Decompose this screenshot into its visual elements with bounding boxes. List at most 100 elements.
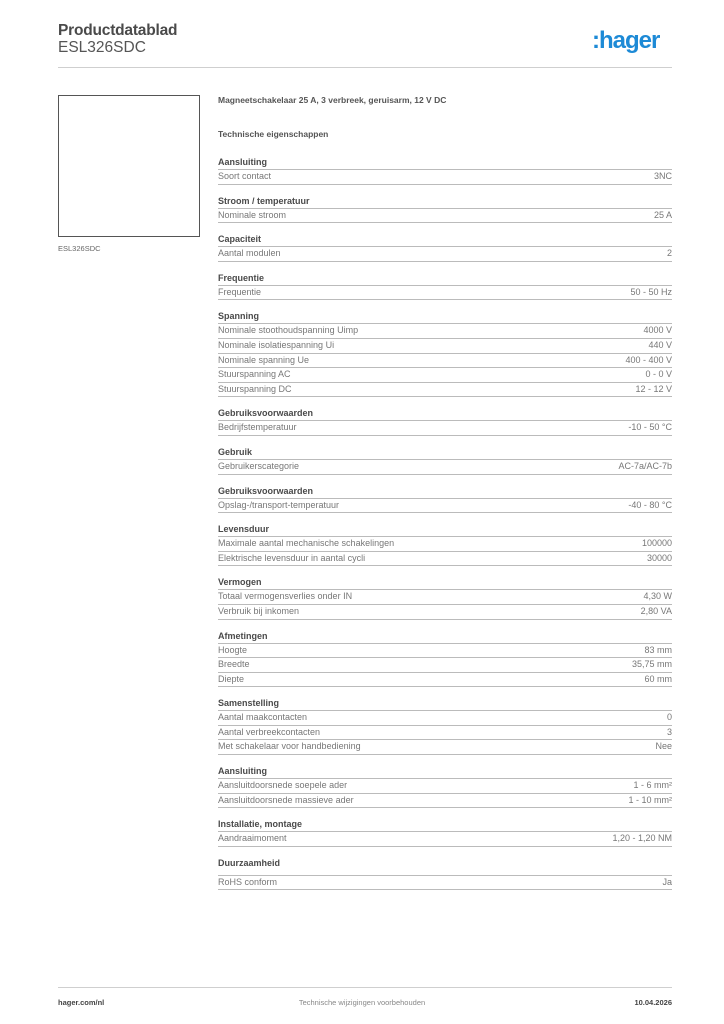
spec-label: Bedrijfstemperatuur	[218, 422, 297, 433]
spec-value: 100000	[641, 538, 672, 549]
spec-value: 50 - 50 Hz	[630, 286, 672, 297]
spec-label: Met schakelaar voor handbediening	[218, 741, 361, 752]
spec-row: Aantal maakcontacten 0	[218, 711, 672, 726]
spec-value: 3NC	[653, 171, 672, 181]
spec-label: Frequentie	[218, 286, 262, 297]
spec-row: Aansluitdoorsnede soepele ader 1 - 6 mm²	[218, 779, 672, 794]
spec-row: Opslag-/transport-temperatuur -40 - 80 °C	[218, 499, 672, 514]
spec-section: Samenstelling Aantal maakcontacten 0 Aantal…	[218, 697, 672, 756]
spec-row: Aandraaimoment 1,20 - 1,20 NM	[218, 832, 672, 847]
spec-label: Aansluitdoorsnede soepele ader	[218, 780, 348, 791]
spec-row: Met schakelaar voor handbediening Nee	[218, 740, 672, 756]
footer-divider	[58, 987, 672, 988]
spec-section: Aansluiting Soort contact 3NC	[218, 156, 672, 185]
section-title: Stroom / temperatuur	[218, 195, 672, 209]
spec-label: Nominale stoothoudspanning Uimp	[218, 325, 359, 336]
spec-row: Maximale aantal mechanische schakelingen…	[218, 537, 672, 552]
spec-section: Levensduur Maximale aantal mechanische sc…	[218, 523, 672, 567]
section-title: Afmetingen	[218, 630, 672, 644]
spec-value: 0 - 0 V	[645, 369, 672, 380]
section-title: Frequentie	[218, 272, 672, 286]
spec-label: Aantal maakcontacten	[218, 712, 308, 723]
spec-table: Aansluiting Soort contact 3NC Stroom / temp…	[218, 156, 672, 891]
spec-section: Stroom / temperatuur Nominale stroom 25 A	[218, 195, 672, 224]
spec-label: RoHS conform	[218, 876, 278, 887]
spec-label: Nominale stroom	[218, 209, 287, 220]
spec-section: Gebruik Gebruikerscategorie AC-7a/AC-7b	[218, 446, 672, 475]
spec-label: Nominale isolatiespanning Ui	[218, 339, 335, 350]
spec-value: -40 - 80 °C	[628, 499, 672, 510]
spec-value: 12 - 12 V	[635, 383, 672, 394]
spec-row: Bedrijfstemperatuur -10 - 50 °C	[218, 421, 672, 436]
section-title: Aansluiting	[218, 765, 672, 780]
section-title: Capaciteit	[218, 233, 672, 248]
spec-label: Hoogte	[218, 644, 248, 655]
spec-label: Gebruikerscategorie	[218, 460, 300, 471]
spec-row: Aantal modulen 2	[218, 247, 672, 262]
spec-section: Gebruiksvoorwaarden Bedrijfstemperatuur -1…	[218, 407, 672, 436]
section-title: Installatie, montage	[218, 818, 672, 833]
spec-row: Elektrische levensduur in aantal cycli 30…	[218, 552, 672, 567]
spec-value: 60 mm	[644, 673, 672, 684]
spec-row: Nominale stoothoudspanning Uimp 4000 V	[218, 324, 672, 339]
spec-row: Frequentie 50 - 50 Hz	[218, 286, 672, 301]
hager-logo: :hager	[592, 27, 660, 55]
tech-heading: Technische eigenschappen	[218, 129, 329, 139]
spec-section: Vermogen Totaal vermogensverlies onder IN…	[218, 576, 672, 620]
spec-label: Aansluitdoorsnede massieve ader	[218, 794, 354, 805]
spec-label: Soort contact	[218, 171, 272, 181]
spec-row: Stuurspanning AC 0 - 0 V	[218, 368, 672, 383]
spec-value: 30000	[646, 552, 672, 563]
spec-value: -10 - 50 °C	[628, 422, 672, 433]
section-title: Gebruik	[218, 446, 672, 460]
section-title: Gebruiksvoorwaarden	[218, 485, 672, 499]
spec-row: Soort contact 3NC	[218, 170, 672, 185]
spec-value: 0	[666, 712, 672, 723]
spec-row: Breedte 35,75 mm	[218, 658, 672, 673]
section-title: Vermogen	[218, 576, 672, 591]
spec-section: Installatie, montage Aandraaimoment 1,20 -…	[218, 818, 672, 847]
image-caption: ESL326SDC	[58, 244, 101, 253]
spec-value: Ja	[662, 876, 672, 887]
spec-row: Verbruik bij inkomen 2,80 VA	[218, 605, 672, 620]
spec-row: Hoogte 83 mm	[218, 644, 672, 659]
spec-label: Aantal verbreekcontacten	[218, 726, 321, 737]
header-divider	[58, 67, 672, 68]
spec-row: Gebruikerscategorie AC-7a/AC-7b	[218, 460, 672, 475]
spec-label: Breedte	[218, 659, 250, 670]
spec-section: Duurzaamheid RoHS conform Ja	[218, 857, 672, 891]
spec-value: 3	[666, 726, 672, 737]
spec-row: Nominale spanning Ue 400 - 400 V	[218, 354, 672, 369]
spec-label: Stuurspanning AC	[218, 369, 291, 380]
spec-section: Aansluiting Aansluitdoorsnede soepele ade…	[218, 765, 672, 809]
spec-label: Maximale aantal mechanische schakelingen	[218, 538, 395, 549]
spec-row: Diepte 60 mm	[218, 673, 672, 688]
spec-section: Gebruiksvoorwaarden Opslag-/transport-tem…	[218, 485, 672, 514]
page-title: Productdatablad	[58, 22, 178, 39]
spec-section: Spanning Nominale stoothoudspanning Uimp 4…	[218, 310, 672, 398]
footer-website[interactable]: hager.com/nl	[58, 998, 105, 1007]
spec-row: Aansluitdoorsnede massieve ader 1 - 10 mm…	[218, 794, 672, 809]
product-image	[58, 95, 200, 237]
spec-row: Stuurspanning DC 12 - 12 V	[218, 383, 672, 398]
footer-date: 10.04.2026	[634, 998, 672, 1007]
spec-row: Nominale isolatiespanning Ui 440 V	[218, 339, 672, 354]
spec-section: Frequentie Frequentie 50 - 50 Hz	[218, 272, 672, 301]
spec-value: 83 mm	[644, 644, 672, 655]
spec-label: Totaal vermogensverlies onder IN	[218, 591, 353, 602]
spec-section: Capaciteit Aantal modulen 2	[218, 233, 672, 262]
logo-text: :hager	[592, 27, 660, 54]
spec-value: Nee	[655, 741, 672, 752]
spec-row: Totaal vermogensverlies onder IN 4,30 W	[218, 590, 672, 605]
spec-row: RoHS conform Ja	[218, 876, 672, 891]
spec-value: 4,30 W	[643, 591, 672, 602]
section-title: Spanning	[218, 310, 672, 325]
footer-notice: Technische wijzigingen voorbehouden	[298, 998, 426, 1007]
spec-value: 1 - 6 mm²	[633, 780, 672, 791]
spec-value: 35,75 mm	[631, 659, 672, 670]
spec-value: 4000 V	[643, 325, 672, 336]
product-description: Magneetschakelaar 25 A, 3 verbreek, geru…	[218, 95, 447, 105]
spec-section: Afmetingen Hoogte 83 mm Breedte 35,75 mm Diep…	[218, 630, 672, 688]
spec-label: Aandraaimoment	[218, 833, 287, 844]
spec-label: Elektrische levensduur in aantal cycli	[218, 552, 366, 563]
